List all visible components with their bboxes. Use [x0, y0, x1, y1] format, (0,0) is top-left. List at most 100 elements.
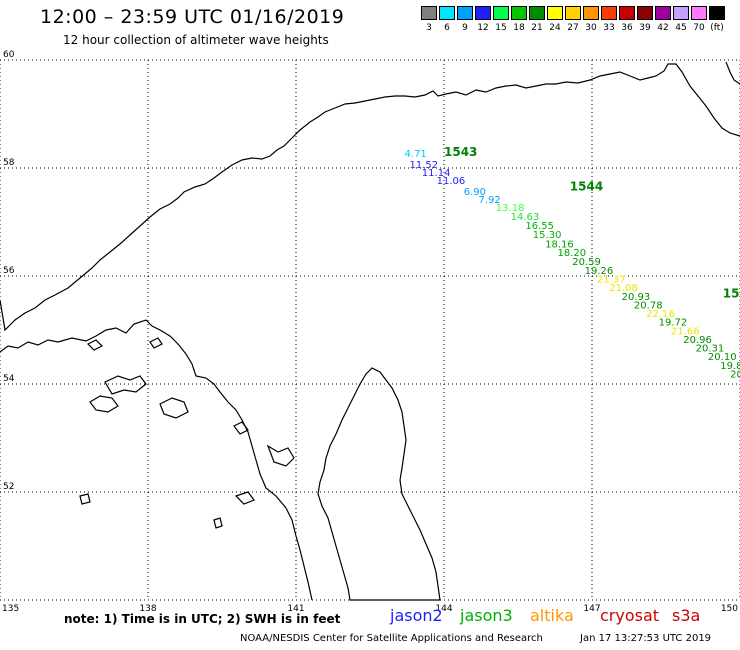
latitude-tick-label: 52: [3, 482, 14, 492]
shantar-island: [159, 397, 189, 419]
wave-height-label: 21.66: [671, 326, 700, 337]
scale-swatch: [565, 6, 581, 20]
pass-number-label: 1544: [570, 180, 603, 194]
wave-height-label: 21.37: [597, 274, 626, 285]
scale-label: 39: [639, 23, 651, 33]
wave-height-label: 20.31: [696, 344, 725, 355]
wave-height-label: 20: [730, 370, 740, 381]
wave-height-label: 11.14: [422, 168, 451, 179]
wave-height-label: 15.30: [533, 230, 562, 241]
scale-swatch: [709, 6, 725, 20]
wave-height-label: 6.90: [464, 187, 486, 198]
scale-swatch: [601, 6, 617, 20]
satellite-jason2: jason2: [390, 606, 443, 625]
satellite-altika: altika: [530, 606, 574, 625]
scale-swatch: [547, 6, 563, 20]
scale-label: 24: [549, 23, 561, 33]
scale-label: 27: [567, 23, 579, 33]
wave-height-label: 16.55: [525, 221, 554, 232]
small-island: [79, 493, 91, 505]
credit-line: NOAA/NESDIS Center for Satellite Applica…: [240, 633, 543, 644]
generation-timestamp: Jan 17 13:27:53 UTC 2019: [580, 633, 712, 644]
map-subtitle: 12 hour collection of altimeter wave hei…: [63, 33, 329, 47]
scale-swatch: [475, 6, 491, 20]
graticule: [0, 59, 740, 601]
scale-swatch: [493, 6, 509, 20]
longitude-tick-label: 141: [287, 604, 304, 614]
pass-number-label: 1545: [723, 287, 740, 301]
small-island: [149, 337, 163, 349]
longitude-tick-label: 135: [2, 604, 19, 614]
scale-label: 3: [426, 23, 432, 33]
scale-swatch: [619, 6, 635, 20]
scale-label: (ft): [710, 23, 724, 33]
wave-height-label: 11.06: [437, 176, 466, 187]
wave-height-label: 11.52: [409, 160, 438, 171]
wave-height-label: 4.71: [405, 149, 427, 160]
sakhalin-island: [317, 367, 441, 601]
satellite-jason3: jason3: [460, 606, 513, 625]
mainland-coastline: [0, 63, 740, 332]
scale-swatch: [457, 6, 473, 20]
wave-height-label: 14.63: [511, 212, 540, 223]
wave-height-label: 19.26: [585, 266, 614, 277]
scale-label: 18: [513, 23, 525, 33]
latitude-tick-label: 54: [3, 374, 15, 384]
wave-height-observations: 4.7111.5211.1411.066.907.9213.1814.6316.…: [405, 149, 740, 380]
scale-swatch: [637, 6, 653, 20]
scale-label: 33: [603, 23, 615, 33]
scale-label: 15: [495, 23, 507, 33]
shantar-island: [104, 375, 147, 395]
scale-label: 12: [477, 23, 489, 33]
shantar-island: [89, 395, 119, 413]
wave-height-label: 20.10: [708, 352, 737, 363]
wave-height-label: 18.20: [557, 248, 586, 259]
latitude-tick-label: 60: [3, 50, 15, 60]
scale-label: 21: [531, 23, 543, 33]
scale-label: 6: [444, 23, 450, 33]
scale-swatch: [691, 6, 707, 20]
satellite-s3a: s3a: [672, 606, 701, 625]
coastline: [0, 61, 740, 601]
scale-swatch: [511, 6, 527, 20]
scale-label: 45: [675, 23, 687, 33]
scale-label: 70: [693, 23, 705, 33]
map-title: 12:00 – 23:59 UTC 01/16/2019: [40, 6, 345, 28]
scale-label: 36: [621, 23, 633, 33]
scale-label: 42: [657, 23, 669, 33]
footer-note: note: 1) Time is in UTC; 2) SWH is in fe…: [64, 612, 341, 626]
small-island: [234, 491, 255, 505]
kamchatka-coastline: [725, 61, 740, 85]
satellite-pass-labels: 1543 1544 1545: [444, 145, 740, 300]
scale-swatch: [673, 6, 689, 20]
scale-label: 9: [462, 23, 468, 33]
pass-number-label: 1543: [444, 145, 477, 159]
wave-height-label: 19.72: [659, 318, 688, 329]
wave-height-label: 20.96: [683, 335, 712, 346]
wave-height-label: 22.16: [646, 309, 675, 320]
wave-height-label: 20.78: [634, 300, 663, 311]
wave-height-label: 19.8: [720, 361, 740, 372]
latitude-tick-label: 56: [3, 266, 15, 276]
scale-label: 30: [585, 23, 597, 33]
small-island: [213, 517, 223, 529]
wave-height-label: 21.08: [609, 283, 638, 294]
small-island: [233, 421, 249, 435]
wave-height-label: 18.16: [545, 239, 574, 250]
longitude-tick-label: 150: [721, 604, 738, 614]
scale-swatch: [655, 6, 671, 20]
wave-height-label: 7.92: [479, 195, 501, 206]
longitude-tick-label: 138: [139, 604, 156, 614]
scale-swatch: [421, 6, 437, 20]
longitude-tick-label: 144: [435, 604, 452, 614]
latitude-tick-label: 58: [3, 158, 15, 168]
wave-height-label: 13.18: [496, 203, 525, 214]
longitude-tick-label: 147: [583, 604, 600, 614]
small-island: [86, 339, 104, 351]
wave-height-label: 20.59: [572, 257, 601, 268]
wave-height-label: 20.93: [622, 292, 651, 303]
amur-estuary: [266, 444, 295, 467]
scale-swatch: [439, 6, 455, 20]
axis-ticks: 135 138 141 144 147 150 52 54 56 58 60: [2, 50, 738, 614]
